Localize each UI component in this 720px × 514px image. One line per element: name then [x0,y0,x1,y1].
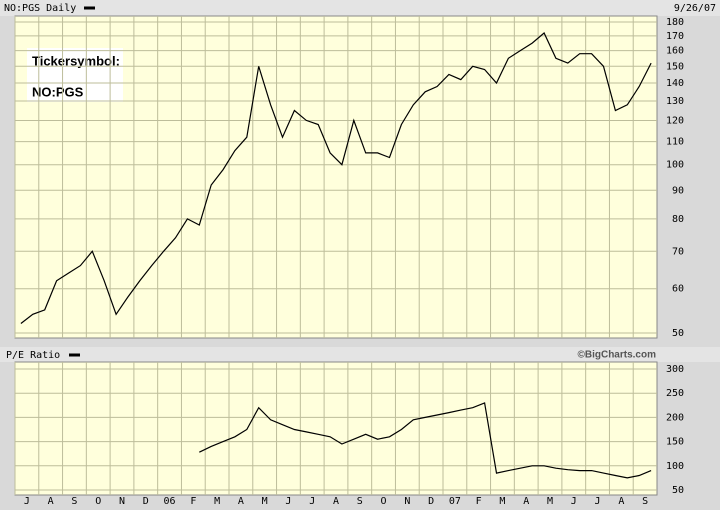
y-tick-label: 150 [666,61,684,72]
y-tick-label: 180 [666,17,684,28]
y-tick-label: 100 [666,461,684,472]
chart-title: P/E Ratio [6,350,60,361]
x-tick-label: F [190,496,196,507]
y-tick-label: 300 [666,364,684,375]
y-tick-label: 90 [672,185,684,196]
x-tick-label: F [476,496,482,507]
x-tick-label: D [143,496,149,507]
x-tick-label: M [262,496,268,507]
y-tick-label: 160 [666,46,684,57]
x-tick-label: S [71,496,77,507]
x-tick-label: M [547,496,553,507]
x-tick-label: A [238,496,244,507]
y-tick-label: 200 [666,412,684,423]
x-tick-label: J [309,496,315,507]
x-tick-label: 06 [164,496,176,507]
x-tick-label: S [642,496,648,507]
y-tick-label: 70 [672,246,684,257]
source: ©BigCharts.com [578,350,657,361]
x-tick-label: J [24,496,30,507]
x-tick-label: N [119,496,125,507]
header-bar [0,0,720,16]
x-tick-label: A [523,496,529,507]
x-tick-label: J [571,496,577,507]
x-tick-label: O [95,496,101,507]
x-tick-label: A [48,496,54,507]
pe-plot [14,361,658,496]
series-line [20,32,652,324]
series-line [199,402,652,479]
x-tick-label: J [285,496,291,507]
x-tick-label: M [499,496,505,507]
annotation: NO:PGS [32,84,84,99]
y-tick-label: 80 [672,214,684,225]
separator-bar [0,347,720,362]
x-tick-label: 07 [449,496,461,507]
y-tick-label: 250 [666,388,684,399]
y-tick-label: 130 [666,96,684,107]
y-tick-label: 120 [666,115,684,126]
x-tick-label: S [357,496,363,507]
y-tick-label: 140 [666,78,684,89]
y-tick-label: 150 [666,437,684,448]
y-tick-label: 60 [672,284,684,295]
x-tick-label: J [595,496,601,507]
y-tick-label: 110 [666,137,684,148]
x-tick-label: N [404,496,410,507]
annotation-box [27,48,123,102]
y-tick-label: 100 [666,160,684,171]
annotation: Tickersymbol: [32,53,120,68]
chart-title: NO:PGS Daily [4,3,76,14]
x-tick-label: A [618,496,624,507]
y-tick-label: 50 [672,485,684,496]
y-tick-label: 50 [672,328,684,339]
x-tick-label: D [428,496,434,507]
y-tick-label: 170 [666,31,684,42]
date: 9/26/07 [674,3,716,14]
x-tick-label: A [333,496,339,507]
x-tick-label: M [214,496,220,507]
x-tick-label: O [381,496,387,507]
